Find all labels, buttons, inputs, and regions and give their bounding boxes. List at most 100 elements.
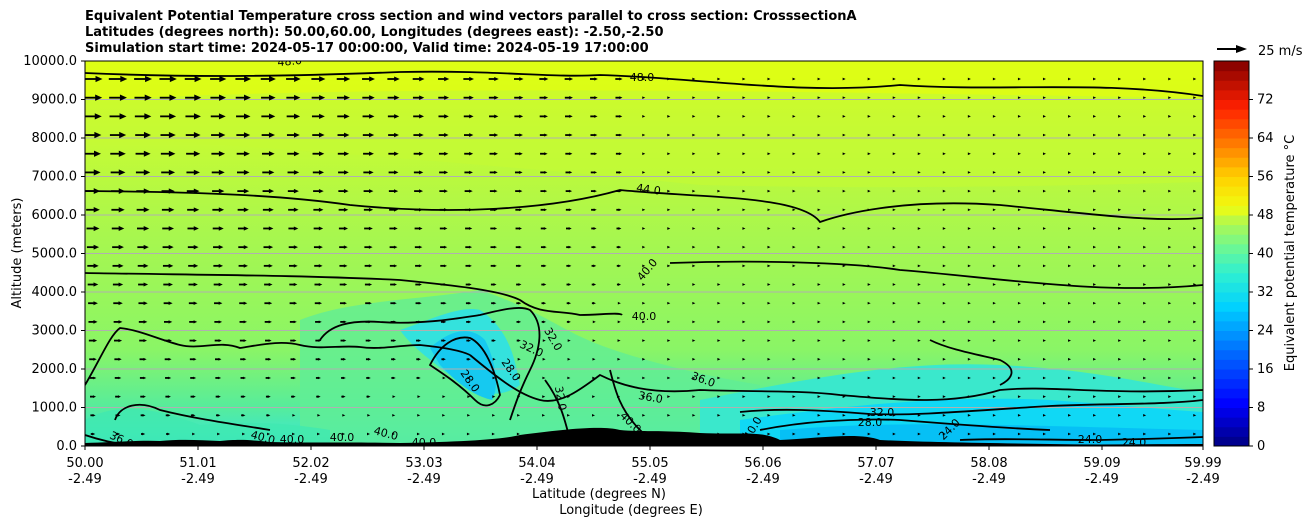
wind-arrow bbox=[1118, 133, 1122, 137]
colorbar-band bbox=[1214, 89, 1249, 100]
colorbar-band bbox=[1214, 80, 1249, 91]
wind-arrow bbox=[1193, 264, 1197, 268]
wind-arrow bbox=[287, 188, 299, 194]
wind-arrow bbox=[842, 227, 846, 230]
wind-arrow bbox=[1118, 357, 1122, 361]
wind-arrow bbox=[390, 339, 397, 342]
wind-arrow bbox=[286, 113, 301, 120]
wind-arrow bbox=[365, 357, 372, 361]
colorbar-band bbox=[1214, 138, 1249, 149]
wind-arrow bbox=[867, 227, 871, 230]
wind-arrow bbox=[215, 376, 222, 380]
wind-arrow bbox=[1168, 357, 1172, 361]
wind-arrow bbox=[1143, 171, 1147, 174]
wind-arrow bbox=[1168, 395, 1172, 398]
colorbar-band bbox=[1214, 426, 1249, 437]
wind-arrow bbox=[1068, 301, 1072, 305]
wind-arrow bbox=[87, 282, 99, 287]
wind-arrow bbox=[867, 301, 871, 305]
wind-arrow bbox=[667, 395, 671, 398]
wind-arrow bbox=[110, 169, 126, 176]
contour-label: 24.0 bbox=[1078, 433, 1103, 446]
wind-arrow bbox=[262, 207, 274, 212]
wind-arrow bbox=[742, 227, 746, 230]
quiver-key-label: 25 m/s bbox=[1258, 44, 1303, 59]
wind-arrow bbox=[767, 339, 771, 342]
wind-arrow bbox=[311, 113, 325, 119]
wind-vectors bbox=[85, 75, 1197, 436]
wind-arrow bbox=[467, 413, 471, 417]
wind-arrow bbox=[1143, 339, 1147, 342]
wind-arrow bbox=[265, 395, 271, 398]
wind-arrow bbox=[692, 339, 696, 342]
wind-arrow bbox=[667, 227, 671, 230]
wind-arrow bbox=[363, 189, 374, 194]
wind-arrow bbox=[767, 357, 771, 361]
wind-arrow bbox=[138, 282, 149, 287]
wind-arrow bbox=[942, 339, 946, 342]
wind-arrow bbox=[438, 76, 450, 82]
wind-arrow bbox=[792, 283, 796, 286]
chart-title-line-2: Latitudes (degrees north): 50.00,60.00, … bbox=[85, 25, 664, 40]
wind-arrow bbox=[135, 131, 151, 139]
wind-arrow bbox=[261, 94, 276, 101]
wind-arrow bbox=[591, 264, 597, 268]
wind-arrow bbox=[166, 432, 171, 436]
colorbar-tick-label: 72 bbox=[1257, 93, 1274, 108]
wind-arrow bbox=[742, 245, 746, 249]
wind-arrow bbox=[215, 395, 221, 398]
wind-arrow bbox=[315, 357, 322, 361]
wind-arrow bbox=[110, 150, 126, 157]
y-tick-label: 0.0 bbox=[56, 439, 77, 454]
y-tick-label: 4000.0 bbox=[32, 285, 78, 300]
wind-arrow bbox=[642, 357, 646, 361]
wind-arrow bbox=[1143, 115, 1147, 118]
colorbar-label: Equivalent potential temperature °C bbox=[1283, 135, 1298, 371]
wind-arrow bbox=[892, 115, 896, 118]
wind-arrow bbox=[692, 301, 696, 305]
contour-label: 40.0 bbox=[412, 436, 437, 449]
wind-arrow bbox=[514, 95, 524, 100]
wind-arrow bbox=[1068, 245, 1072, 249]
wind-arrow bbox=[565, 171, 573, 174]
y-axis: 0.0 1000.0 2000.0 3000.0 4000.0 5000.0 6000.0 7… bbox=[23, 54, 85, 454]
wind-arrow bbox=[214, 301, 223, 305]
wind-arrow bbox=[566, 320, 571, 324]
x-tick-label-lon: -2.49 bbox=[181, 472, 215, 487]
wind-arrow bbox=[1068, 339, 1072, 342]
wind-arrow bbox=[391, 432, 395, 436]
x-tick-label-lon: -2.49 bbox=[407, 472, 441, 487]
wind-arrow bbox=[392, 413, 396, 417]
wind-arrow bbox=[1093, 432, 1097, 436]
wind-arrow bbox=[817, 208, 821, 212]
wind-arrow bbox=[767, 189, 771, 193]
wind-arrow bbox=[792, 357, 796, 361]
wind-arrow bbox=[867, 245, 871, 249]
contour-44 bbox=[85, 189, 1203, 224]
wind-arrow bbox=[1118, 77, 1122, 81]
wind-arrow bbox=[1118, 376, 1122, 380]
wind-arrow bbox=[240, 395, 246, 398]
wind-arrow bbox=[86, 207, 100, 213]
wind-arrow bbox=[108, 75, 128, 83]
wind-arrow bbox=[867, 133, 871, 137]
wind-arrow bbox=[438, 114, 449, 119]
wind-arrow bbox=[917, 133, 921, 137]
wind-arrow bbox=[917, 208, 921, 212]
wind-arrow bbox=[1118, 264, 1122, 268]
wind-arrow bbox=[1168, 245, 1172, 249]
wind-arrow bbox=[134, 94, 152, 101]
wind-arrow bbox=[338, 189, 349, 194]
wind-arrow bbox=[692, 227, 696, 230]
wind-arrow bbox=[817, 264, 821, 268]
x-tick-label-lat: 51.01 bbox=[179, 456, 216, 471]
wind-arrow bbox=[387, 95, 400, 101]
wind-arrow bbox=[1017, 133, 1021, 137]
colorbar-band bbox=[1214, 157, 1249, 168]
wind-arrow bbox=[892, 301, 896, 305]
wind-arrow bbox=[412, 95, 425, 100]
wind-arrow bbox=[842, 245, 846, 249]
wind-arrow bbox=[215, 413, 221, 417]
wind-arrow bbox=[342, 413, 346, 417]
x-tick-label-lon: -2.49 bbox=[746, 472, 780, 487]
